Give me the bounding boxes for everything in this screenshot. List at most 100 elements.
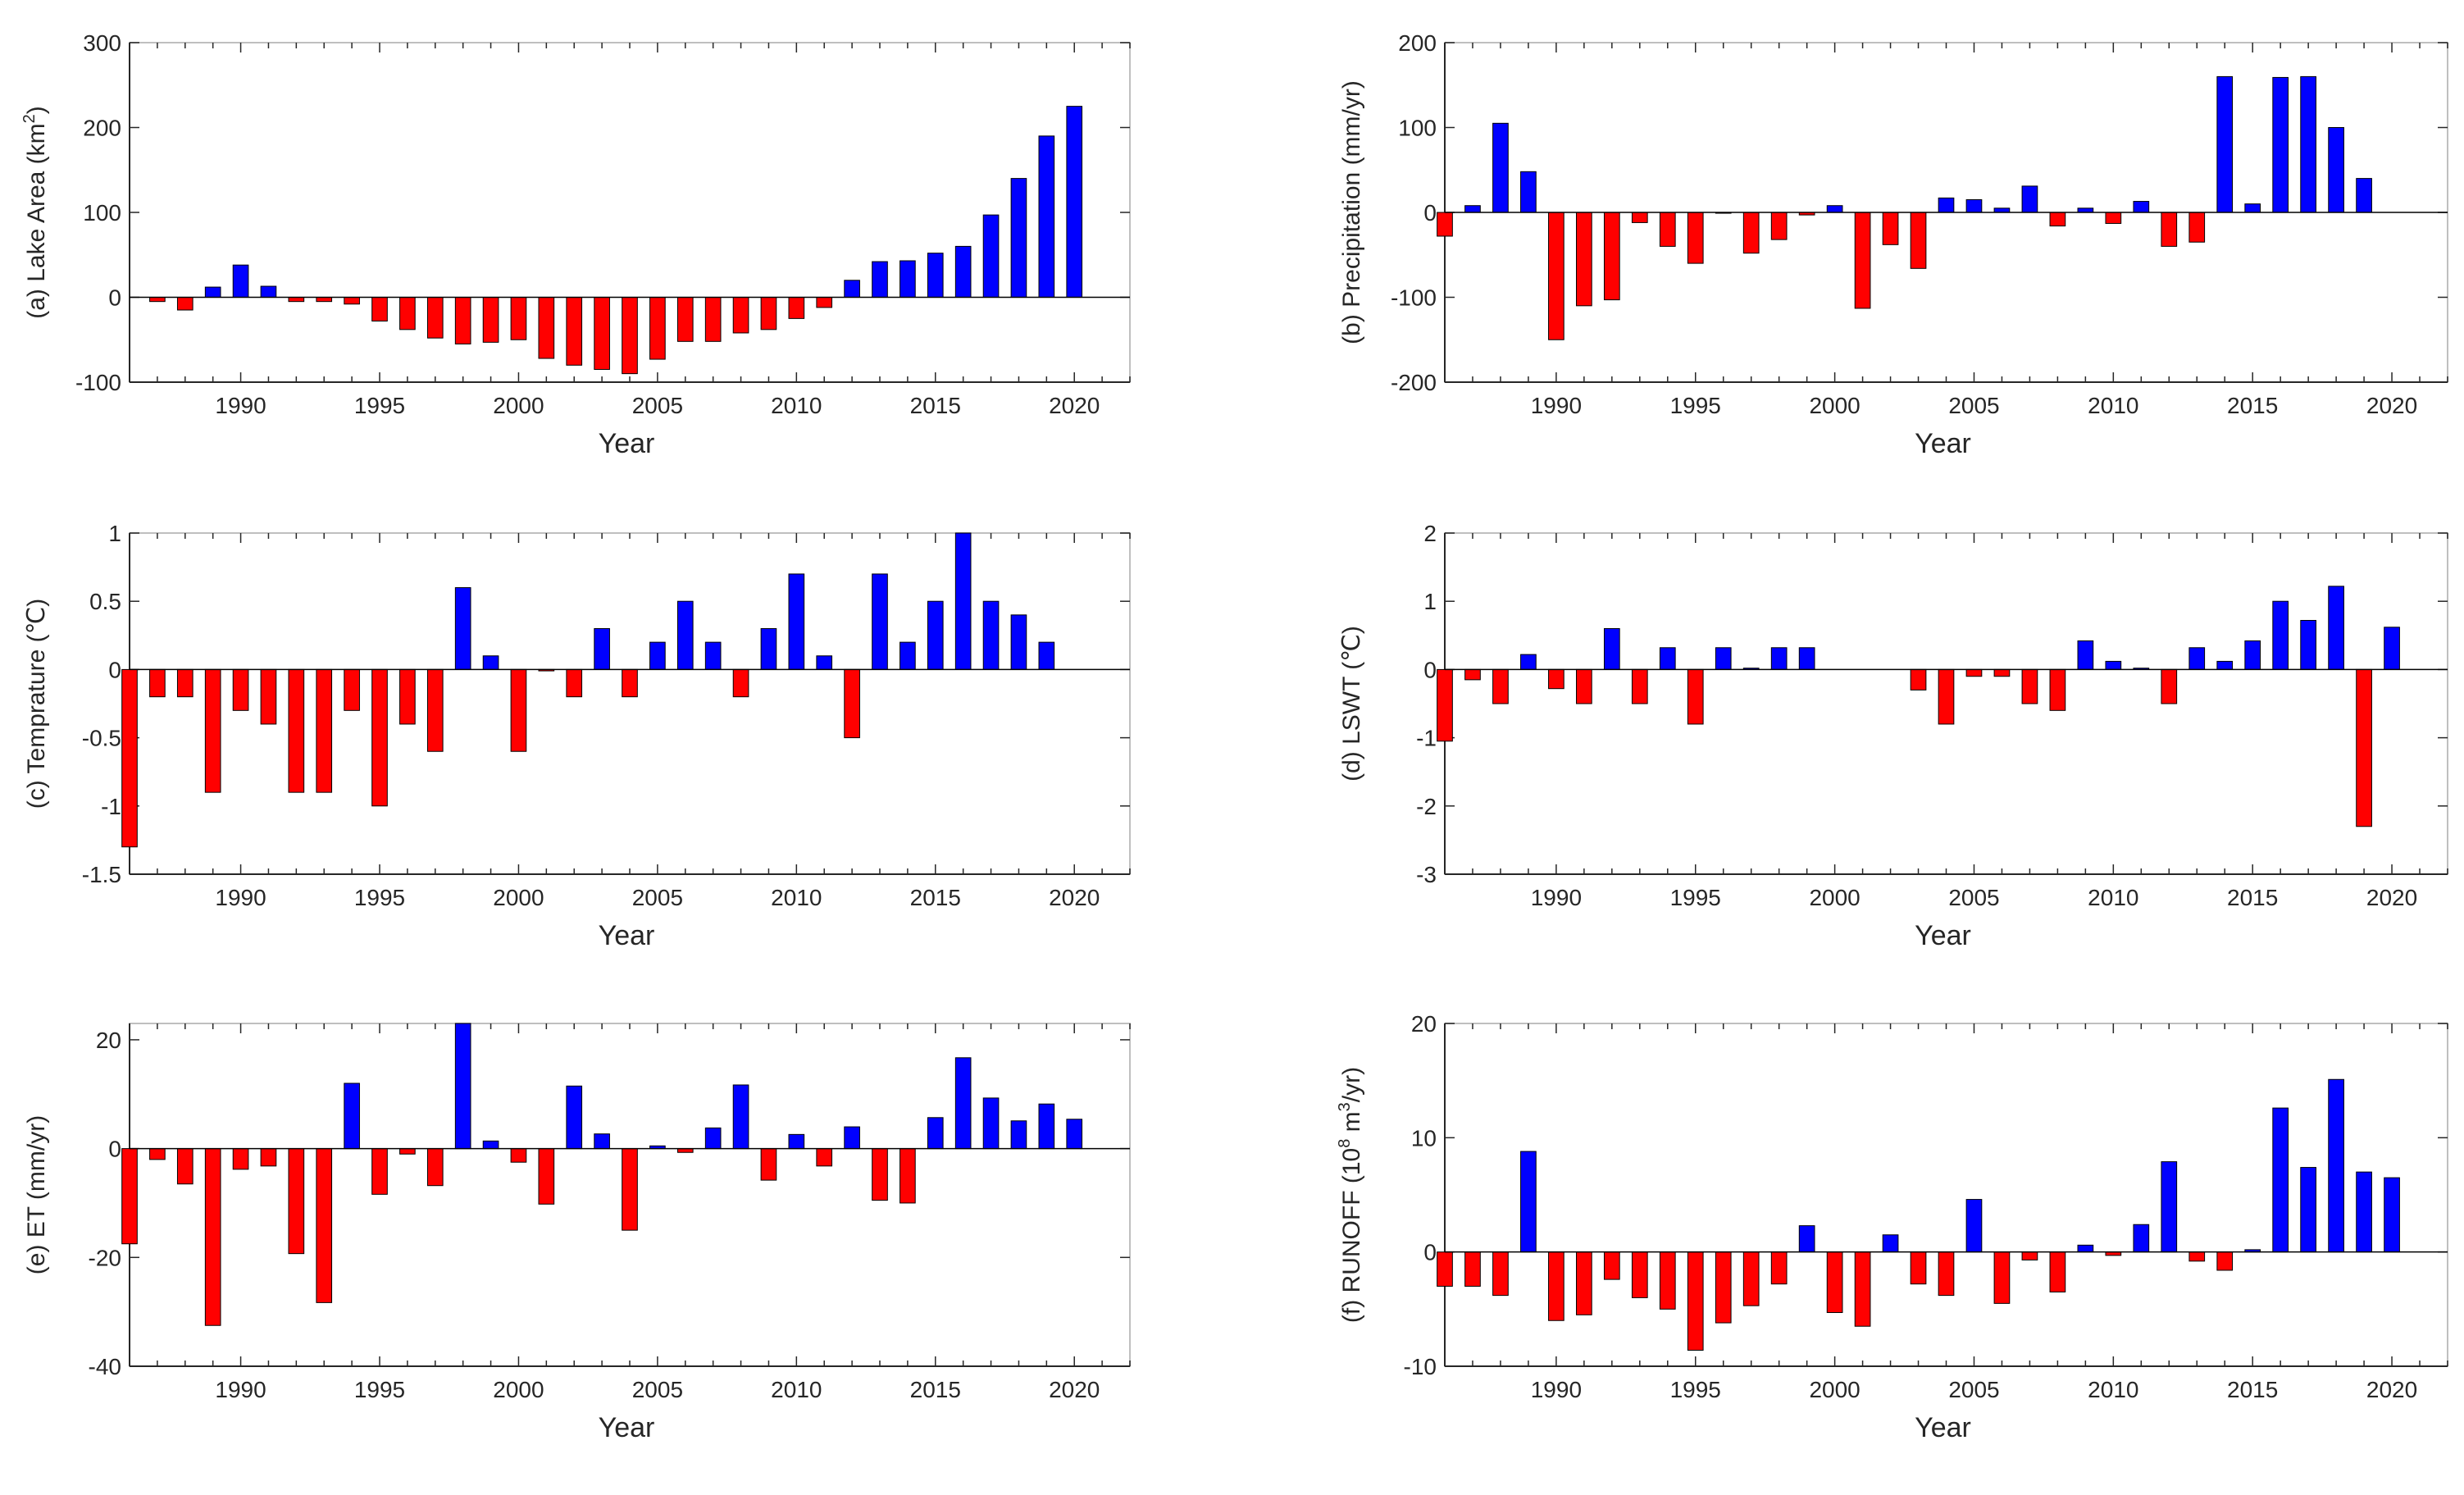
bar-1995 (371, 668, 388, 807)
y-tick-label: -1.5 (82, 862, 121, 887)
bar-1987 (1464, 1251, 1481, 1287)
bar-2008 (732, 668, 749, 698)
bar-1989 (204, 1148, 221, 1326)
x-axis-title: Year (1915, 1412, 1971, 1443)
bar-2002 (1882, 1234, 1899, 1253)
bar-2003 (594, 627, 610, 670)
bar-2006 (676, 297, 694, 342)
bar-1990 (232, 1148, 249, 1170)
y-tick-label: 0 (1423, 1240, 1437, 1265)
x-tick-label: 2010 (2088, 393, 2138, 418)
bar-2004 (622, 1148, 638, 1231)
bar-1989 (204, 668, 221, 793)
x-tick-label: 1990 (215, 885, 266, 910)
bar-2008 (732, 297, 749, 334)
y-tick-label: 0 (1423, 657, 1437, 682)
y-tick-label: 20 (1411, 1011, 1437, 1037)
x-tick-label: 1995 (1670, 885, 1721, 910)
bar-2012 (2161, 212, 2178, 247)
y-axis-title: (d) LSWT (℃) (1338, 626, 1365, 782)
y-tick-label: 20 (96, 1028, 121, 1053)
bar-1994 (344, 1083, 360, 1150)
bar-2007 (2021, 668, 2038, 704)
bar-1992 (288, 297, 305, 303)
bar-2008 (2049, 1251, 2066, 1292)
y-tick-label: 100 (1398, 116, 1437, 141)
x-tick-label: 1990 (215, 1377, 266, 1402)
bar-2017 (2300, 619, 2316, 670)
bar-1986 (1437, 668, 1453, 742)
x-tick-label: 2000 (493, 885, 544, 910)
panel-d-lswt: -3 -2 -1 0 1 2 1990 1995 2000 2005 2010 2015 2020 Yea… (1338, 521, 2448, 951)
bar-1990 (232, 264, 249, 299)
x-tick-label: 2015 (910, 1377, 961, 1402)
bar-2005 (649, 641, 666, 670)
bar-2016 (2272, 600, 2289, 670)
x-axis-title: Year (599, 1412, 655, 1443)
bar-2014 (2216, 1251, 2234, 1271)
x-tick-label: 2015 (2227, 885, 2278, 910)
bar-2010 (788, 297, 805, 319)
y-tick-label: 0.5 (89, 589, 121, 614)
x-tick-label: 2005 (1948, 885, 1999, 910)
y-tick-label: 100 (83, 200, 121, 226)
bar-2012 (2161, 1161, 2178, 1253)
bar-1991 (1576, 668, 1592, 704)
bar-2010 (788, 1133, 805, 1150)
y-tick-label: -0.5 (82, 726, 121, 751)
bar-1998 (454, 587, 471, 670)
bar-1987 (149, 297, 166, 303)
bar-1990 (1548, 212, 1564, 340)
bar-2005 (1965, 668, 1983, 677)
bar-2014 (900, 641, 916, 670)
x-tick-label: 2020 (2366, 393, 2417, 418)
bar-2018 (1010, 178, 1027, 298)
bar-2003 (1910, 668, 1927, 691)
x-tick-label: 1995 (1670, 1377, 1721, 1402)
bar-2001 (1854, 1251, 1871, 1327)
bar-2004 (622, 297, 638, 375)
bar-1997 (426, 297, 444, 339)
x-tick-label: 2020 (2366, 885, 2417, 910)
x-tick-label: 2000 (493, 393, 544, 418)
bar-1994 (344, 297, 360, 305)
bar-1996 (1715, 1251, 1732, 1324)
bar-1986 (121, 1148, 138, 1245)
x-tick-label: 2020 (2366, 1377, 2417, 1402)
x-tick-label: 2010 (771, 885, 822, 910)
y-tick-label: -1 (101, 794, 121, 819)
bar-2006 (676, 600, 694, 670)
bar-1991 (1576, 1251, 1592, 1315)
bar-2011 (816, 297, 833, 308)
bar-2002 (566, 668, 583, 698)
bar-1993 (1631, 668, 1648, 704)
bar-1987 (149, 668, 166, 698)
bar-2012 (844, 668, 860, 739)
bar-2007 (704, 641, 722, 670)
bar-2004 (1938, 668, 1955, 725)
bar-1988 (1492, 1251, 1509, 1297)
bar-1989 (1520, 1151, 1537, 1253)
bar-1994 (1659, 647, 1676, 670)
y-tick-label: 1 (1423, 589, 1437, 614)
bar-2017 (982, 214, 1000, 299)
bar-2018 (2328, 586, 2344, 670)
bar-2013 (872, 1148, 888, 1201)
bar-1997 (426, 1148, 444, 1187)
bar-1995 (371, 297, 388, 321)
bar-1988 (176, 668, 194, 698)
plot-frame (1444, 1023, 2448, 1367)
bar-2003 (594, 297, 610, 370)
bar-2002 (566, 1085, 583, 1150)
y-tick-label: 200 (1398, 30, 1437, 56)
x-tick-label: 1990 (1531, 1377, 1582, 1402)
bar-1989 (1520, 654, 1537, 670)
x-tick-label: 2005 (632, 885, 683, 910)
y-tick-label: -10 (1404, 1354, 1437, 1379)
x-tick-label: 1995 (354, 885, 405, 910)
bar-2018 (2328, 127, 2344, 213)
bar-1999 (1798, 647, 1815, 670)
bar-2016 (2272, 1107, 2289, 1253)
x-tick-label: 2000 (1809, 393, 1860, 418)
y-tick-label: 0 (108, 285, 121, 311)
